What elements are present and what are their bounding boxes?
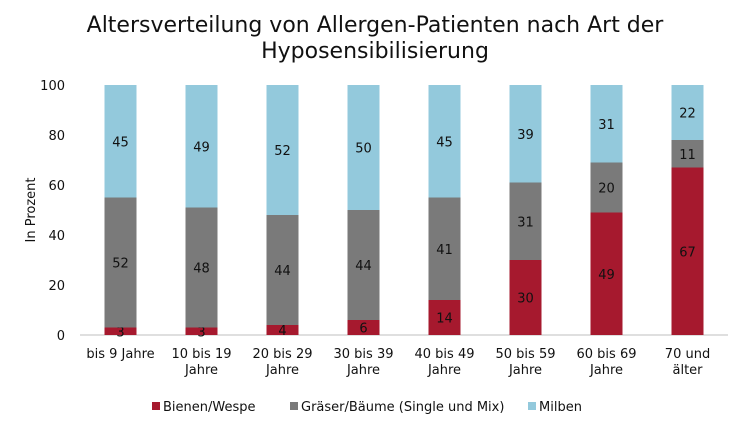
x-tick-label: Jahre	[265, 363, 299, 378]
x-tick-label: Jahre	[184, 363, 218, 378]
chart-title-line-2: Hyposensibilisierung	[261, 39, 489, 64]
x-tick-label: 20 bis 29	[253, 347, 313, 362]
data-label: 4	[278, 324, 286, 339]
data-label: 44	[355, 259, 372, 274]
bar-segment	[428, 300, 461, 335]
bar-segment	[590, 212, 623, 335]
x-tick-label: 50 bis 59	[496, 347, 556, 362]
x-tick-label: Jahre	[427, 363, 461, 378]
bar-segment	[671, 85, 704, 140]
x-tick-label: 10 bis 19	[172, 347, 232, 362]
bar-segment	[185, 327, 218, 335]
data-label: 52	[112, 257, 129, 272]
legend: Bienen/Wespe Gräser/Bäume (Single und Mix…	[152, 400, 582, 415]
legend-label: Milben	[539, 400, 582, 415]
y-tick-label: 0	[57, 329, 65, 344]
data-label: 39	[517, 128, 534, 143]
data-label: 48	[193, 262, 210, 277]
bar-segment	[590, 162, 623, 213]
data-label: 41	[436, 243, 453, 258]
bar-segment	[347, 85, 380, 210]
data-label: 22	[679, 107, 696, 122]
bar-segment	[104, 197, 137, 328]
bar-segment	[590, 85, 623, 163]
y-tick-label: 60	[48, 179, 65, 194]
chart-title-line-1: Altersverteilung von Allergen-Patienten …	[87, 13, 665, 38]
data-label: 45	[112, 135, 129, 150]
bar-segment	[509, 260, 542, 335]
bar-segment	[509, 182, 542, 260]
y-tick-label: 20	[48, 279, 65, 294]
y-tick-label: 40	[48, 229, 65, 244]
data-label: 31	[517, 215, 534, 230]
bar-segment	[671, 167, 704, 335]
data-label: 49	[193, 140, 210, 155]
data-label: 20	[598, 182, 615, 197]
x-tick-label: 40 bis 49	[415, 347, 475, 362]
legend-label: Gräser/Bäume (Single und Mix)	[301, 400, 504, 415]
bar-segment	[104, 85, 137, 198]
data-label: 30	[517, 292, 534, 307]
bar-segment	[671, 140, 704, 168]
data-label: 44	[274, 264, 291, 279]
x-tick-label: 70 und	[665, 347, 710, 362]
x-tick-label: älter	[672, 363, 703, 378]
legend-swatch	[290, 402, 298, 410]
data-label: 14	[436, 312, 453, 327]
legend-label: Bienen/Wespe	[163, 400, 256, 415]
legend-swatch	[528, 402, 536, 410]
x-tick-label: 60 bis 69	[577, 347, 637, 362]
bar-segment	[266, 85, 299, 215]
x-tick-label: 30 bis 39	[334, 347, 394, 362]
data-label: 31	[598, 118, 615, 133]
x-tick-label: Jahre	[346, 363, 380, 378]
data-label: 49	[598, 268, 615, 283]
y-tick-label: 100	[40, 79, 65, 94]
data-label: 11	[679, 148, 696, 163]
bar-segment	[266, 215, 299, 325]
data-label: 3	[197, 325, 205, 340]
x-tick-label: Jahre	[589, 363, 623, 378]
legend-swatch	[152, 402, 160, 410]
data-label: 3	[116, 325, 124, 340]
bar-segment	[428, 197, 461, 300]
y-tick-label: 80	[48, 129, 65, 144]
x-tick-label: Jahre	[508, 363, 542, 378]
bar-segment	[347, 210, 380, 320]
bar-segment	[266, 325, 299, 335]
data-label: 45	[436, 135, 453, 150]
bar-segment	[185, 85, 218, 208]
x-tick-label: bis 9 Jahre	[86, 347, 154, 362]
plot-area: 0 20 40 60 80 100 3 52 45 bis 9 Jahre 3 48 49 10 bis …	[40, 79, 728, 378]
data-label: 52	[274, 144, 291, 159]
bar-segment	[185, 207, 218, 328]
bar-segment	[104, 327, 137, 335]
data-label: 6	[359, 322, 367, 337]
data-label: 67	[679, 245, 696, 260]
bar-segment	[509, 85, 542, 183]
data-label: 50	[355, 142, 372, 157]
y-axis-label: In Prozent	[24, 178, 39, 243]
bar-segment	[428, 85, 461, 198]
bar-segment	[347, 320, 380, 335]
